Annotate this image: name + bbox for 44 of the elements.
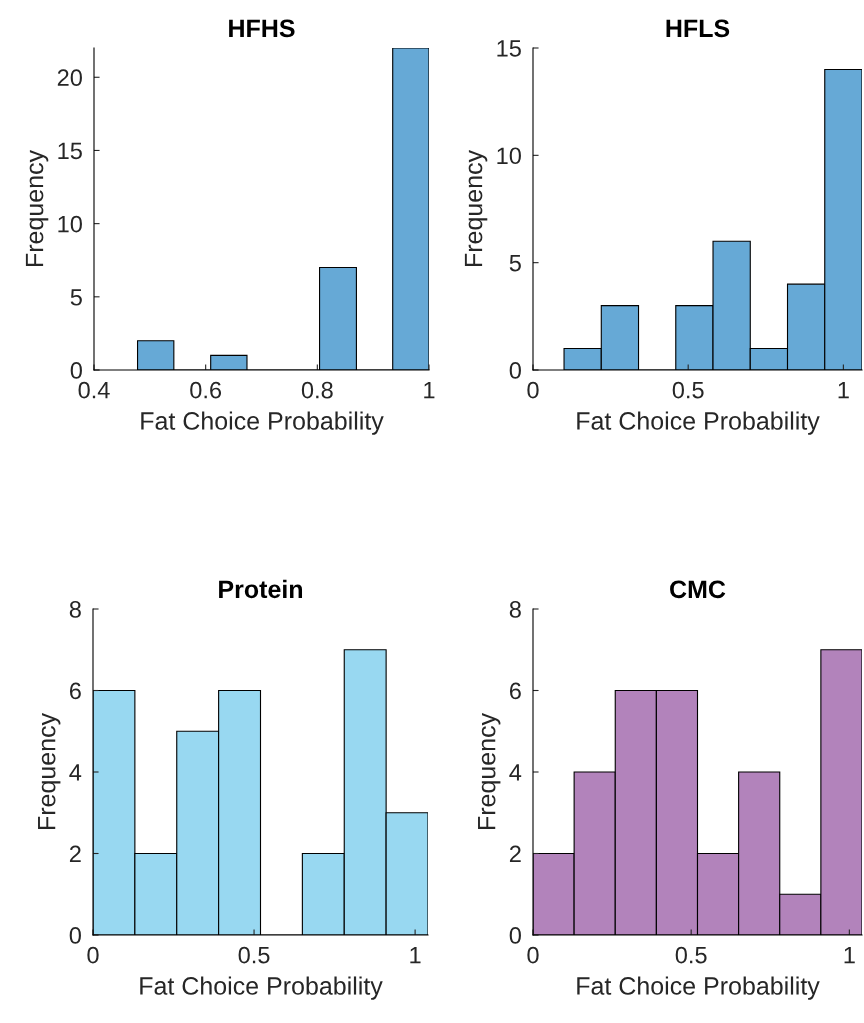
y-tick-label: 4 xyxy=(69,764,82,781)
chart-title: HFHS xyxy=(229,19,295,38)
y-tick-label: 15 xyxy=(58,142,82,160)
y-tick-label: 6 xyxy=(69,682,81,700)
y-tick-label: 0 xyxy=(509,362,521,379)
x-axis-title: Fat Choice Probability xyxy=(577,411,820,435)
x-axis-title: Fat Choice Probability xyxy=(577,976,820,1000)
chart-title: CMC xyxy=(670,580,726,599)
x-tick-label: 1 xyxy=(838,381,849,399)
x-axis-title: Fat Choice Probability xyxy=(140,976,383,1000)
y-tick-label: 2 xyxy=(509,845,521,863)
y-tick-label: 0 xyxy=(509,927,521,944)
x-axis-title: Fat Choice Probability xyxy=(141,411,384,435)
y-axis-title: Frequency xyxy=(25,149,49,266)
x-tick-label: 0.4 xyxy=(78,381,110,399)
y-tick-label: 6 xyxy=(509,682,521,700)
x-tick-label: 1 xyxy=(424,381,435,399)
y-axis-title: Frequency xyxy=(464,149,488,266)
y-tick-label: 20 xyxy=(57,69,82,87)
y-tick-label: 5 xyxy=(509,254,521,272)
y-axis-title: Frequency xyxy=(478,712,501,829)
y-tick-label: 10 xyxy=(58,215,82,233)
x-tick-label: 0.8 xyxy=(301,381,333,399)
x-tick-label: 0 xyxy=(527,946,539,964)
x-tick-label: 0.5 xyxy=(675,946,707,964)
x-tick-label: 0 xyxy=(87,946,99,964)
y-tick-label: 8 xyxy=(509,601,521,618)
y-tick-label: 4 xyxy=(509,764,522,781)
y-tick-label: 0 xyxy=(70,362,82,379)
y-tick-label: 5 xyxy=(70,289,82,306)
chart-title: Protein xyxy=(219,579,303,599)
chart-title: HFLS xyxy=(666,19,730,38)
y-tick-label: 10 xyxy=(497,147,521,165)
y-tick-label: 15 xyxy=(497,40,521,57)
x-tick-label: 1 xyxy=(410,946,421,964)
x-tick-label: 0.6 xyxy=(190,381,222,399)
x-tick-label: 0.5 xyxy=(238,946,270,964)
y-axis-title: Frequency xyxy=(38,712,61,829)
x-tick-label: 0 xyxy=(527,381,539,399)
x-tick-label: 0.5 xyxy=(672,381,704,399)
y-tick-label: 8 xyxy=(69,601,81,618)
y-tick-label: 2 xyxy=(69,845,81,863)
y-tick-label: 0 xyxy=(69,927,81,944)
x-tick-label: 1 xyxy=(844,946,855,964)
